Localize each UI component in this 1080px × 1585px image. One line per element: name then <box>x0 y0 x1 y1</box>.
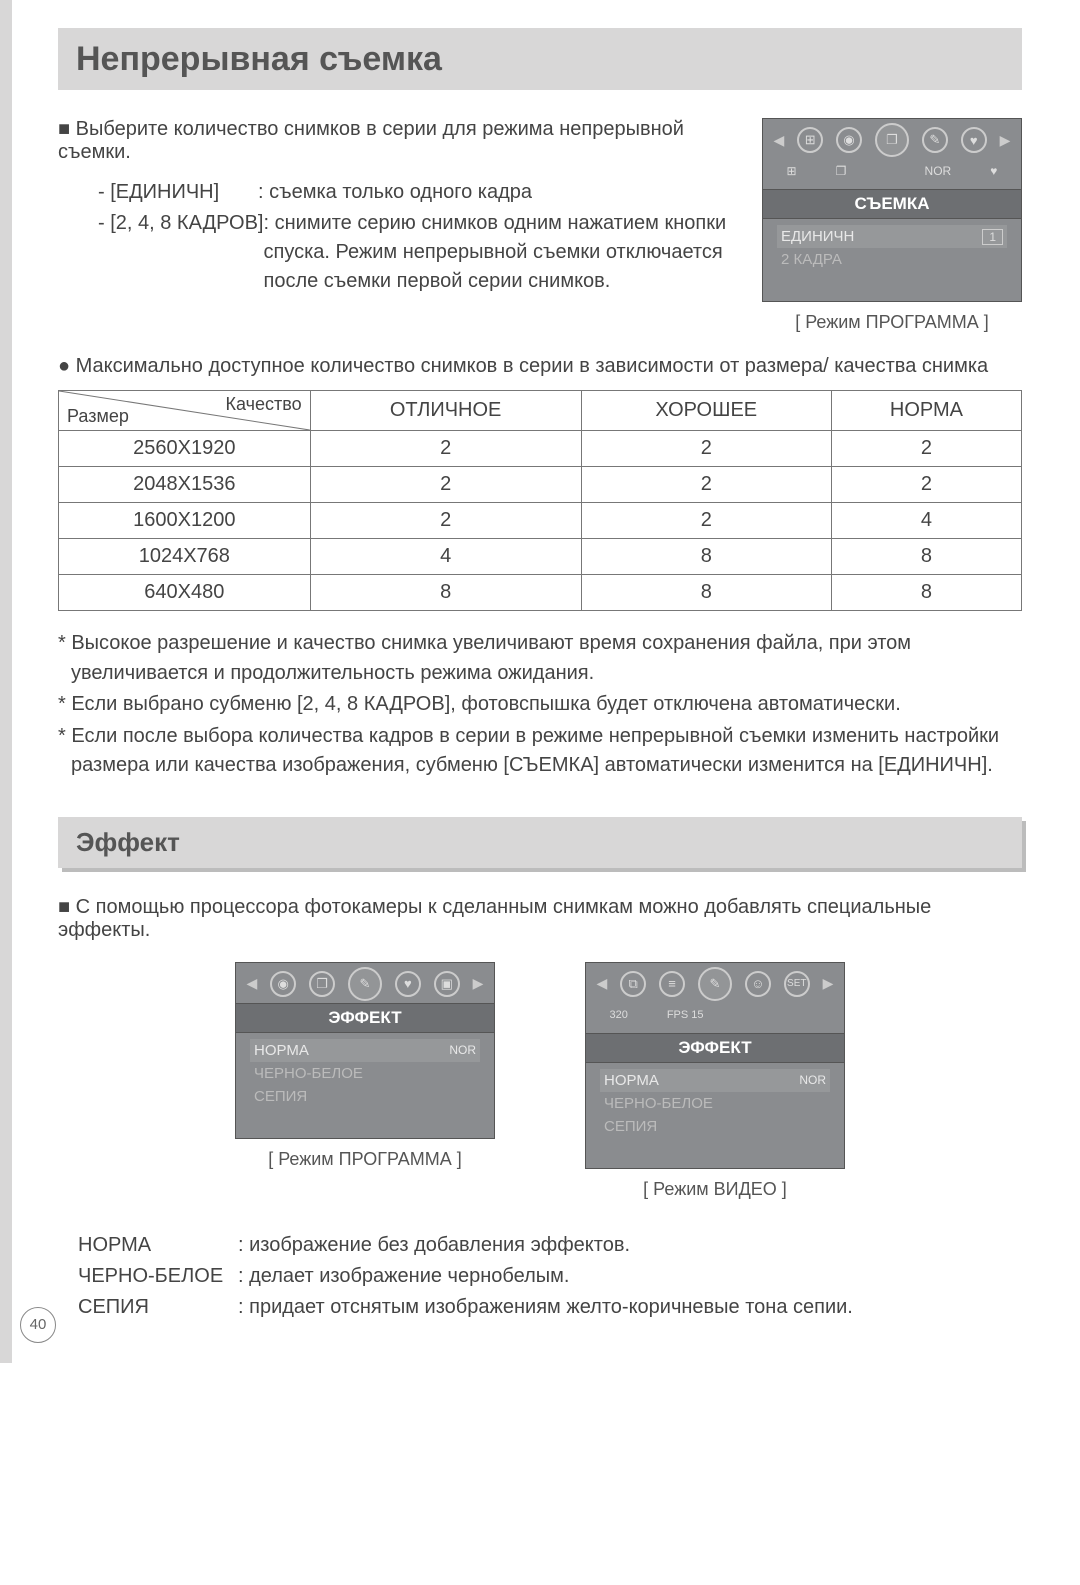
subtitle-bar: Эффект <box>58 817 1022 868</box>
lcd-menu-item: СЕПИЯ <box>600 1115 830 1138</box>
lcd-screenshot-shooting: ◀ ⊞ ◉ ❐ ✎ ♥ ▶ ⊞❐NOR♥ СЪЕМКА ЕДИНИЧН 1 <box>762 118 1022 302</box>
page-title: Непрерывная съемка <box>76 40 442 79</box>
lcd-item-badge: NOR <box>449 1043 476 1057</box>
table-col: ХОРОШЕЕ <box>581 391 831 431</box>
option-desc: : съемка только одного кадра <box>258 178 742 207</box>
lcd-top-icons: ◀ ◉ ❐ ✎ ♥ ▣ ▶ <box>236 963 494 1003</box>
size-icon: ⧉ <box>620 971 646 997</box>
burst-icon: ❐ <box>309 971 335 997</box>
effect-intro: ■ С помощью процессора фотокамеры к сдел… <box>58 896 1022 942</box>
lcd-header: ЭФФЕКТ <box>586 1033 844 1063</box>
intro-text: Выберите количество снимков в серии для … <box>58 118 684 163</box>
grid-icon: ⊞ <box>797 127 823 153</box>
lcd-screenshot-effect-program: ◀ ◉ ❐ ✎ ♥ ▣ ▶ ЭФФЕКТ НОРМА NOR ЧЕРНО-БЕЛ… <box>235 962 495 1139</box>
table-row: 2560X1920222 <box>59 431 1022 467</box>
lcd-header: ЭФФЕКТ <box>236 1003 494 1033</box>
left-arrow-icon: ◀ <box>246 975 257 992</box>
shot-count-table: Качество Размер ОТЛИЧНОЕ ХОРОШЕЕ НОРМА 2… <box>58 390 1022 611</box>
lcd-menu-item: ЕДИНИЧН 1 <box>777 225 1007 248</box>
heart-icon: ♥ <box>961 127 987 153</box>
lcd-item-label: НОРМА <box>254 1042 309 1059</box>
table-note: ● Максимально доступное количество снимк… <box>58 355 1022 378</box>
camera-icon: ◉ <box>836 127 862 153</box>
set-icon: SET <box>784 971 810 997</box>
footnote: * Высокое разрешение и качество снимка у… <box>58 629 1022 688</box>
table-row: 640X480888 <box>59 575 1022 611</box>
person-icon: ☺ <box>745 971 771 997</box>
burst-icon: ❐ <box>875 123 909 157</box>
lcd-menu-item: СЕПИЯ <box>250 1085 480 1108</box>
lcd-item-label: НОРМА <box>604 1072 659 1089</box>
lcd-sub-icons: ⊞❐NOR♥ <box>763 159 1021 189</box>
lcd-menu-item: НОРМА NOR <box>250 1039 480 1062</box>
effect-def-row: НОРМА: изображение без добавления эффект… <box>78 1230 1022 1261</box>
lcd-header: СЪЕМКА <box>763 189 1021 219</box>
table-corner: Качество Размер <box>59 391 311 431</box>
lcd-sub-icons: 320 FPS 15 <box>586 1003 844 1033</box>
fps-icon: ≡ <box>659 971 685 997</box>
lcd-item-badge: 1 <box>982 229 1003 245</box>
palette-icon: ✎ <box>348 967 382 1001</box>
lcd-item-label: 2 КАДРА <box>781 251 842 268</box>
table-row: 2048X1536222 <box>59 467 1022 503</box>
left-arrow-icon: ◀ <box>596 975 607 992</box>
effect-definitions: НОРМА: изображение без добавления эффект… <box>58 1230 1022 1323</box>
size-label: 320 <box>609 1009 627 1021</box>
footnotes: * Высокое разрешение и качество снимка у… <box>58 629 1022 781</box>
lcd-top-icons: ◀ ⊞ ◉ ❐ ✎ ♥ ▶ <box>763 119 1021 159</box>
option-key: - [ЕДИНИЧН] <box>98 178 258 207</box>
lcd-menu-item: 2 КАДРА <box>777 248 1007 271</box>
camera-icon: ◉ <box>270 971 296 997</box>
right-arrow-icon: ▶ <box>1000 132 1011 149</box>
lcd-screenshot-effect-video: ◀ ⧉ ≡ ✎ ☺ SET ▶ 320 FPS 15 ЭФФЕКТ НОРМА <box>585 962 845 1169</box>
effect-def-row: СЕПИЯ: придает отснятым изображениям жел… <box>78 1292 1022 1323</box>
lcd-menu-item: НОРМА NOR <box>600 1069 830 1092</box>
footnote: * Если после выбора количества кадров в … <box>58 722 1022 781</box>
lcd-caption: [ Режим ВИДЕО ] <box>585 1179 845 1200</box>
palette-icon: ✎ <box>922 127 948 153</box>
palette-icon: ✎ <box>698 967 732 1001</box>
fps-label: FPS 15 <box>667 1009 704 1021</box>
intro-line: ■ Выберите количество снимков в серии дл… <box>58 118 742 164</box>
option-row: - [ЕДИНИЧН] : съемка только одного кадра <box>98 178 742 207</box>
table-col: ОТЛИЧНОЕ <box>310 391 581 431</box>
lcd-top-icons: ◀ ⧉ ≡ ✎ ☺ SET ▶ <box>586 963 844 1003</box>
picture-icon: ▣ <box>434 971 460 997</box>
table-col: НОРМА <box>831 391 1021 431</box>
right-arrow-icon: ▶ <box>823 975 834 992</box>
nor-label: NOR <box>925 164 952 178</box>
lcd-item-label: ЕДИНИЧН <box>781 228 854 245</box>
option-row: - [2, 4, 8 КАДРОВ] : снимите серию снимк… <box>98 209 742 296</box>
option-key: - [2, 4, 8 КАДРОВ] <box>98 209 263 296</box>
lcd-menu-item: ЧЕРНО-БЕЛОЕ <box>600 1092 830 1115</box>
page-number: 40 <box>20 1307 56 1343</box>
lcd-caption: [ Режим ПРОГРАММА ] <box>762 312 1022 333</box>
table-row: 1024X768488 <box>59 539 1022 575</box>
title-bar: Непрерывная съемка <box>58 28 1022 90</box>
heart-icon: ♥ <box>395 971 421 997</box>
effect-def-row: ЧЕРНО-БЕЛОЕ: делает изображение чернобел… <box>78 1261 1022 1292</box>
option-desc: : снимите серию снимков одним нажатием к… <box>263 209 742 296</box>
footnote: * Если выбрано субменю [2, 4, 8 КАДРОВ],… <box>58 690 1022 720</box>
left-arrow-icon: ◀ <box>773 132 784 149</box>
lcd-item-badge: NOR <box>799 1073 826 1087</box>
right-arrow-icon: ▶ <box>473 975 484 992</box>
effect-title: Эффект <box>76 827 1004 858</box>
lcd-caption: [ Режим ПРОГРАММА ] <box>235 1149 495 1170</box>
table-row: 1600X1200224 <box>59 503 1022 539</box>
lcd-menu-item: ЧЕРНО-БЕЛОЕ <box>250 1062 480 1085</box>
